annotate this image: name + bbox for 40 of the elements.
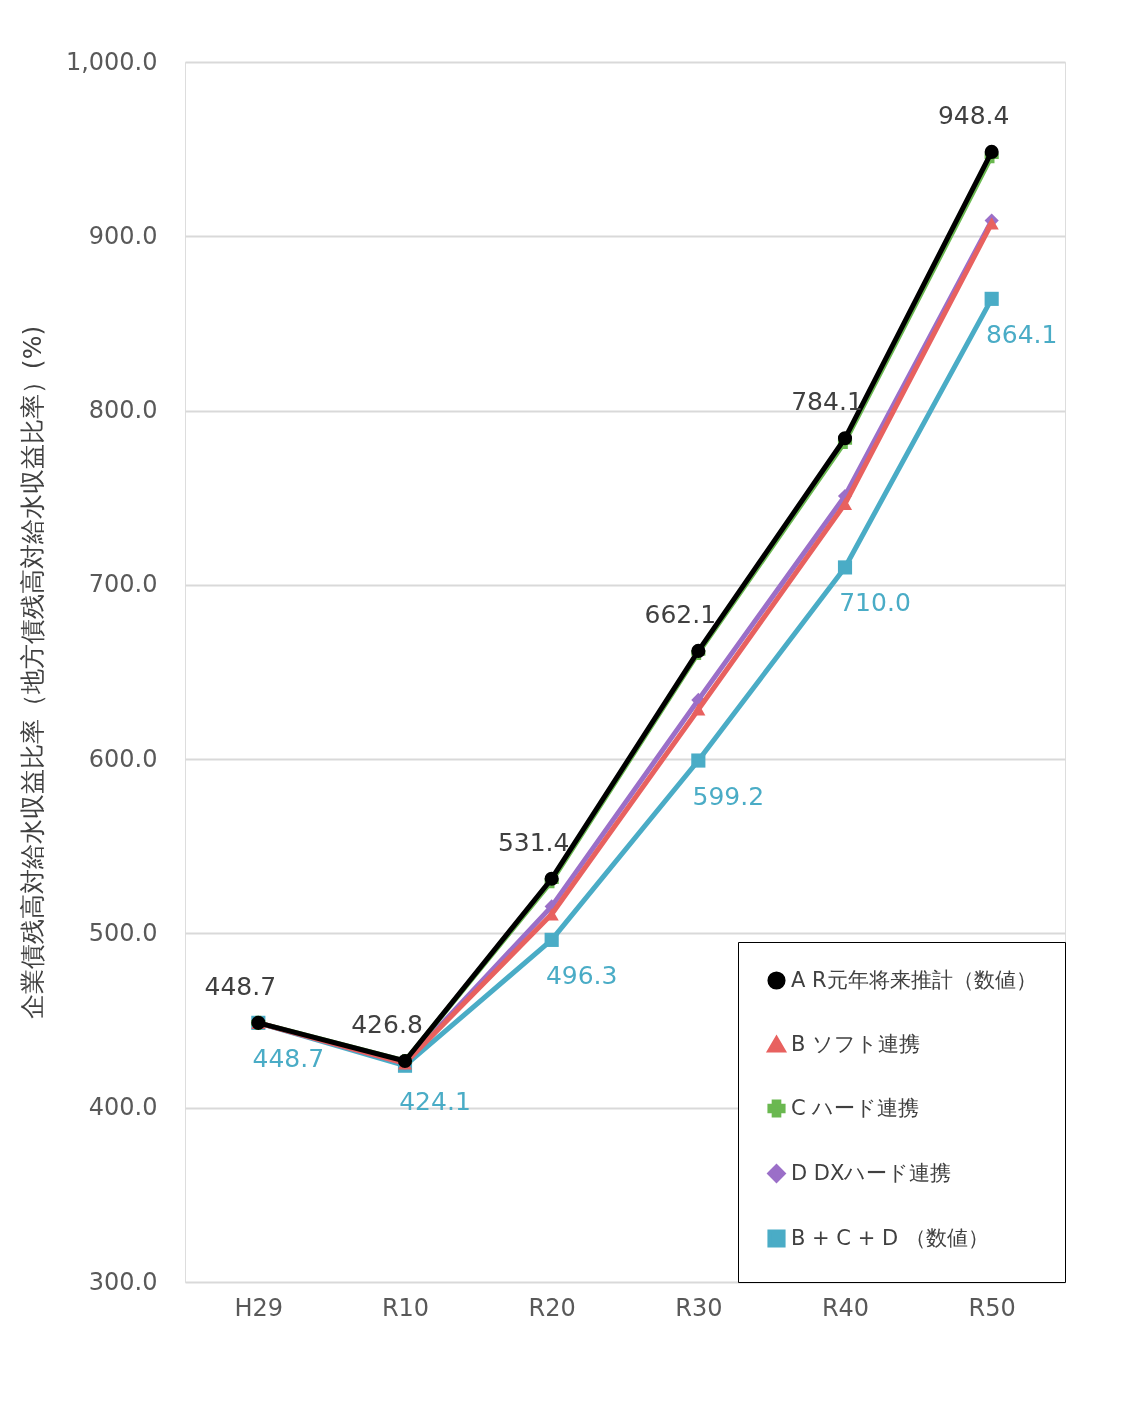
y-tick-label: 800.0 — [88, 396, 158, 425]
y-tick-label: 900.0 — [88, 221, 158, 250]
data-label: 864.1 — [985, 319, 1058, 349]
y-tick-label: 600.0 — [88, 744, 158, 773]
x-tick-label: R50 — [968, 1293, 1016, 1322]
point — [984, 291, 999, 306]
data-label: 599.2 — [692, 781, 765, 811]
data-label: 496.3 — [545, 960, 618, 990]
x-tick-label: R40 — [821, 1293, 870, 1322]
x-tick-label: R10 — [381, 1293, 430, 1322]
y-axis-title: 企業債残高対給水収益比率（地方債残高対給水収益比率）(%) — [17, 325, 47, 1020]
legend-label: A R元年将来推計（数値） — [791, 967, 1037, 992]
point — [544, 932, 559, 947]
point — [691, 753, 706, 768]
data-label: 662.1 — [644, 599, 717, 629]
data-label: 531.4 — [497, 827, 570, 857]
legend-label: B ソフト連携 — [791, 1031, 921, 1056]
point — [837, 497, 853, 510]
legend-label: B + C + D （数値） — [791, 1225, 989, 1250]
data-label: 426.8 — [351, 1010, 423, 1040]
data-label: 424.1 — [399, 1086, 471, 1116]
x-tick-label: R30 — [675, 1293, 723, 1322]
point — [984, 144, 999, 159]
y-tick-label: 400.0 — [88, 1093, 158, 1122]
data-label: 448.7 — [204, 971, 277, 1001]
legend-label: C ハード連携 — [791, 1095, 920, 1120]
point — [691, 703, 706, 716]
data-label: 448.7 — [252, 1043, 325, 1073]
y-tick-label: 500.0 — [88, 918, 158, 947]
y-tick-label: 700.0 — [88, 570, 158, 599]
x-tick-label: H29 — [234, 1293, 284, 1322]
legend-label: D DXハード連携 — [791, 1160, 952, 1185]
point — [837, 560, 853, 575]
point — [984, 217, 999, 230]
data-label: 710.0 — [839, 588, 911, 618]
x-tick-label: R20 — [528, 1293, 576, 1322]
y-tick-label: 300.0 — [88, 1267, 158, 1296]
data-label: 948.4 — [937, 100, 1010, 130]
data-label: 784.1 — [791, 387, 863, 417]
y-tick-label: 1,000.0 — [65, 47, 158, 76]
